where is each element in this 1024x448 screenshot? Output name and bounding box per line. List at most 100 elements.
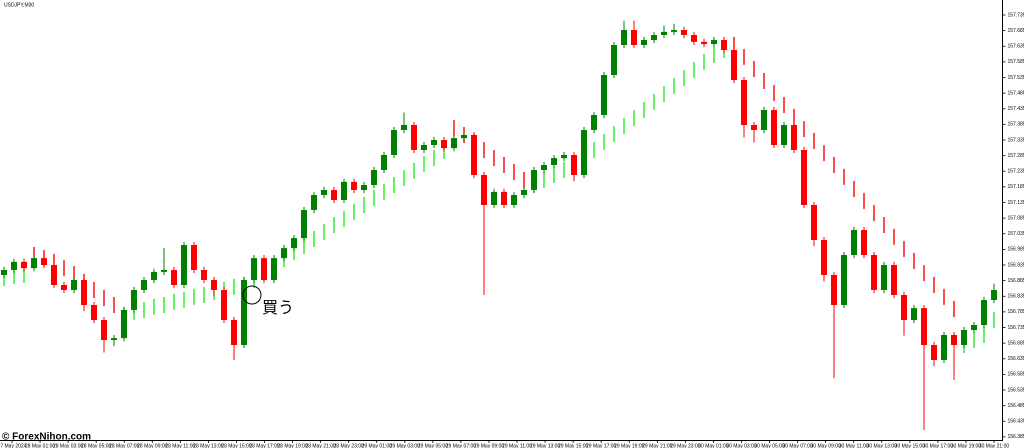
candle-body bbox=[721, 40, 727, 50]
x-tick-label: 28 May 11:00 bbox=[165, 443, 195, 448]
candle-body bbox=[961, 330, 967, 345]
candle-body bbox=[981, 300, 987, 325]
x-tick-label: 29 May 13:00 bbox=[530, 443, 561, 448]
candle-body bbox=[751, 125, 757, 130]
candle-body bbox=[451, 138, 457, 149]
x-tick-label: 29 May 03:00 bbox=[390, 443, 421, 448]
candle-body bbox=[31, 258, 37, 269]
candle-body bbox=[251, 258, 257, 280]
y-tick-label: 157.335 bbox=[1008, 137, 1024, 143]
candle-body bbox=[151, 271, 157, 280]
candle-body bbox=[131, 290, 137, 310]
candle-body bbox=[371, 170, 377, 185]
x-tick-label: 28 May 07:00 bbox=[109, 443, 140, 448]
candle-body bbox=[561, 155, 567, 159]
candle-body bbox=[941, 335, 947, 360]
candle-body bbox=[551, 158, 557, 165]
candle-body bbox=[121, 310, 127, 339]
x-tick-label: 30 May 13:00 bbox=[867, 443, 898, 448]
candle-body bbox=[851, 230, 857, 255]
x-tick-label: 30 May 07:00 bbox=[782, 443, 813, 448]
candle-body bbox=[971, 325, 977, 330]
x-tick-label: 30 May 05:00 bbox=[754, 443, 785, 448]
candle-body bbox=[191, 245, 197, 270]
candle-body bbox=[321, 190, 327, 195]
y-tick-label: 157.285 bbox=[1008, 153, 1024, 159]
candle-body bbox=[1, 270, 7, 275]
candle-body bbox=[491, 191, 497, 205]
y-tick-label: 156.485 bbox=[1008, 403, 1024, 409]
candle-body bbox=[631, 30, 637, 45]
candle-body bbox=[681, 30, 687, 35]
candle-body bbox=[71, 280, 77, 290]
x-tick-label: 29 May 05:00 bbox=[418, 443, 449, 448]
plot-area bbox=[1, 20, 997, 430]
candle-body bbox=[541, 165, 547, 170]
candle-body bbox=[801, 150, 807, 205]
y-tick-label: 157.185 bbox=[1008, 184, 1024, 190]
candle-body bbox=[161, 270, 167, 272]
x-tick-label: 28 May 21:00 bbox=[305, 443, 336, 448]
candle-body bbox=[261, 258, 267, 280]
x-tick-label: 29 May 01:00 bbox=[362, 443, 393, 448]
y-tick-label: 157.485 bbox=[1008, 90, 1024, 96]
y-tick-label: 156.785 bbox=[1008, 309, 1024, 315]
candle-body bbox=[271, 258, 277, 280]
x-tick-label: 28 May 23:00 bbox=[334, 443, 365, 448]
candle-body bbox=[581, 130, 587, 175]
x-tick-label: 28 May 17:00 bbox=[249, 443, 280, 448]
candle-body bbox=[651, 35, 657, 40]
candle-body bbox=[401, 125, 407, 130]
x-tick-label: 30 May 19:00 bbox=[951, 443, 982, 448]
candle-body bbox=[471, 135, 477, 175]
candle-body bbox=[831, 275, 837, 305]
candle-body bbox=[81, 280, 87, 305]
x-tick-label: 29 May 23:00 bbox=[670, 443, 701, 448]
candle-body bbox=[211, 280, 217, 290]
x-tick-label: 27 May 2024 bbox=[0, 443, 27, 448]
y-tick-label: 156.935 bbox=[1008, 262, 1024, 268]
x-tick-label: 28 May 09:00 bbox=[137, 443, 168, 448]
candle-body bbox=[511, 195, 517, 205]
candle-body bbox=[391, 130, 397, 155]
candle-body bbox=[711, 40, 717, 45]
candle-body bbox=[111, 338, 117, 340]
candle-body bbox=[101, 320, 107, 340]
candle-body bbox=[411, 125, 417, 150]
candle-body bbox=[731, 50, 737, 80]
candle-body bbox=[231, 320, 237, 345]
candle-body bbox=[11, 261, 17, 270]
candle-body bbox=[611, 45, 617, 75]
candle-body bbox=[521, 190, 527, 195]
candle-body bbox=[181, 245, 187, 285]
candle-body bbox=[601, 75, 607, 115]
chart-title: USDJPY,M30 bbox=[4, 2, 34, 8]
x-tick-label: 30 May 17:00 bbox=[923, 443, 954, 448]
candle-body bbox=[841, 255, 847, 305]
candle-body bbox=[431, 140, 437, 145]
y-tick-label: 156.985 bbox=[1008, 247, 1024, 253]
candle-body bbox=[331, 190, 337, 200]
y-tick-label: 157.085 bbox=[1008, 215, 1024, 221]
candle-body bbox=[91, 305, 97, 320]
candle-body bbox=[341, 181, 347, 200]
x-tick-label: 29 May 21:00 bbox=[642, 443, 673, 448]
candle-body bbox=[781, 125, 787, 145]
candle-body bbox=[641, 40, 647, 45]
candle-body bbox=[701, 41, 707, 45]
candle-body bbox=[951, 335, 957, 345]
y-tick-label: 157.435 bbox=[1008, 106, 1024, 112]
candle-body bbox=[61, 285, 67, 290]
x-tick-label: 29 May 19:00 bbox=[614, 443, 645, 448]
candle-body bbox=[661, 31, 667, 35]
y-tick-label: 157.585 bbox=[1008, 59, 1024, 65]
candle-body bbox=[51, 265, 57, 285]
candle-body bbox=[171, 270, 177, 285]
annotation: 買う bbox=[262, 300, 294, 317]
y-tick-label: 156.535 bbox=[1008, 387, 1024, 393]
x-tick-label: 30 May 11:00 bbox=[839, 443, 869, 448]
candle-body bbox=[621, 30, 627, 45]
candle-body bbox=[351, 181, 357, 190]
y-tick-label: 156.435 bbox=[1008, 419, 1024, 425]
